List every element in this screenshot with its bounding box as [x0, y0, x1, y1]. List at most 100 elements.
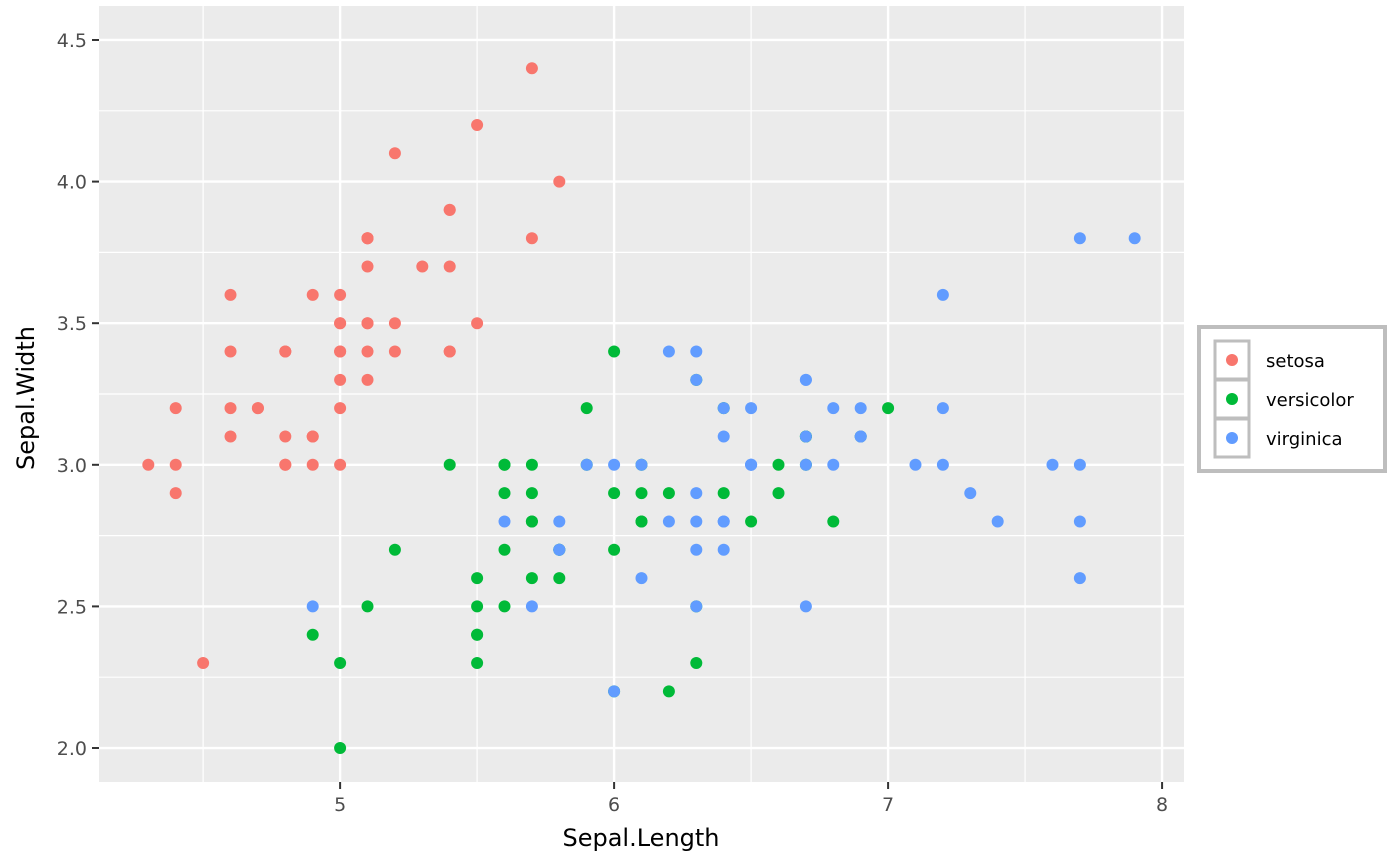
data-point-virginica	[690, 543, 703, 556]
legend-label-versicolor: versicolor	[1266, 390, 1354, 411]
data-point-virginica	[690, 373, 703, 386]
y-tick-label: 2.5	[57, 596, 87, 618]
data-point-versicolor	[334, 657, 347, 670]
data-point-virginica	[827, 458, 840, 471]
data-point-virginica	[1073, 232, 1086, 245]
data-point-virginica	[745, 402, 758, 415]
data-point-setosa	[553, 175, 566, 188]
data-point-virginica	[662, 515, 675, 528]
data-point-setosa	[334, 402, 347, 415]
data-point-setosa	[251, 402, 264, 415]
data-point-versicolor	[635, 487, 648, 500]
data-point-setosa	[306, 288, 319, 301]
data-point-setosa	[525, 232, 538, 245]
data-point-versicolor	[443, 458, 456, 471]
x-axis-title: Sepal.Length	[562, 824, 719, 852]
data-point-setosa	[361, 317, 374, 330]
data-point-versicolor	[745, 515, 758, 528]
data-point-virginica	[608, 685, 621, 698]
legend-label-setosa: setosa	[1266, 351, 1325, 372]
minor-gridlines	[99, 6, 1184, 782]
data-point-versicolor	[608, 487, 621, 500]
data-point-versicolor	[498, 543, 511, 556]
data-point-setosa	[142, 458, 155, 471]
data-point-virginica	[717, 430, 730, 443]
data-point-virginica	[799, 600, 812, 613]
data-point-virginica	[1073, 572, 1086, 585]
data-point-versicolor	[471, 600, 484, 613]
data-point-versicolor	[471, 657, 484, 670]
y-tick-label: 2.0	[57, 738, 87, 760]
data-point-setosa	[388, 317, 401, 330]
legend-marker-versicolor	[1226, 393, 1238, 405]
data-point-virginica	[1073, 458, 1086, 471]
data-point-versicolor	[608, 543, 621, 556]
data-point-versicolor	[580, 402, 593, 415]
data-point-virginica	[854, 402, 867, 415]
data-point-virginica	[690, 345, 703, 358]
y-tick-label: 3.5	[57, 313, 87, 335]
data-point-virginica	[936, 288, 949, 301]
data-point-setosa	[443, 345, 456, 358]
data-point-versicolor	[662, 487, 675, 500]
data-point-virginica	[936, 402, 949, 415]
data-point-versicolor	[498, 487, 511, 500]
y-tick-label: 3.0	[57, 455, 87, 477]
data-point-setosa	[361, 373, 374, 386]
data-point-setosa	[443, 203, 456, 216]
data-point-virginica	[909, 458, 922, 471]
data-point-virginica	[854, 430, 867, 443]
y-axis-title: Sepal.Width	[12, 326, 40, 470]
data-point-versicolor	[690, 657, 703, 670]
data-point-setosa	[388, 147, 401, 160]
data-point-versicolor	[498, 600, 511, 613]
data-point-versicolor	[662, 685, 675, 698]
data-point-virginica	[635, 572, 648, 585]
legend: setosa versicolor virginica	[1197, 325, 1387, 473]
data-point-versicolor	[306, 628, 319, 641]
data-point-setosa	[525, 62, 538, 75]
data-point-setosa	[224, 402, 237, 415]
data-point-setosa	[334, 317, 347, 330]
data-point-versicolor	[334, 742, 347, 755]
data-point-virginica	[991, 515, 1004, 528]
data-point-virginica	[580, 458, 593, 471]
data-point-setosa	[443, 260, 456, 273]
x-tick-label: 5	[334, 794, 346, 816]
data-point-setosa	[416, 260, 429, 273]
data-point-virginica	[306, 600, 319, 613]
data-point-setosa	[279, 430, 292, 443]
data-point-versicolor	[525, 458, 538, 471]
x-tick-label: 6	[608, 794, 620, 816]
data-point-virginica	[1046, 458, 1059, 471]
data-point-versicolor	[772, 487, 785, 500]
data-point-virginica	[608, 458, 621, 471]
data-point-virginica	[553, 543, 566, 556]
data-point-virginica	[662, 345, 675, 358]
x-tick-label: 8	[1156, 794, 1168, 816]
data-point-virginica	[745, 458, 758, 471]
data-point-virginica	[525, 600, 538, 613]
data-point-virginica	[1128, 232, 1141, 245]
data-point-versicolor	[525, 487, 538, 500]
data-point-setosa	[388, 345, 401, 358]
y-tick-label: 4.0	[57, 172, 87, 194]
data-point-setosa	[224, 345, 237, 358]
data-point-setosa	[334, 345, 347, 358]
data-point-virginica	[827, 402, 840, 415]
data-points	[142, 62, 1141, 755]
data-point-setosa	[471, 317, 484, 330]
data-point-virginica	[690, 487, 703, 500]
data-point-virginica	[717, 402, 730, 415]
legend-marker-virginica	[1226, 432, 1238, 444]
data-point-setosa	[361, 345, 374, 358]
data-point-setosa	[334, 458, 347, 471]
data-point-setosa	[471, 118, 484, 131]
data-point-virginica	[717, 543, 730, 556]
data-point-versicolor	[608, 345, 621, 358]
data-point-virginica	[936, 458, 949, 471]
data-point-versicolor	[827, 515, 840, 528]
data-point-setosa	[169, 458, 182, 471]
data-point-virginica	[964, 487, 977, 500]
